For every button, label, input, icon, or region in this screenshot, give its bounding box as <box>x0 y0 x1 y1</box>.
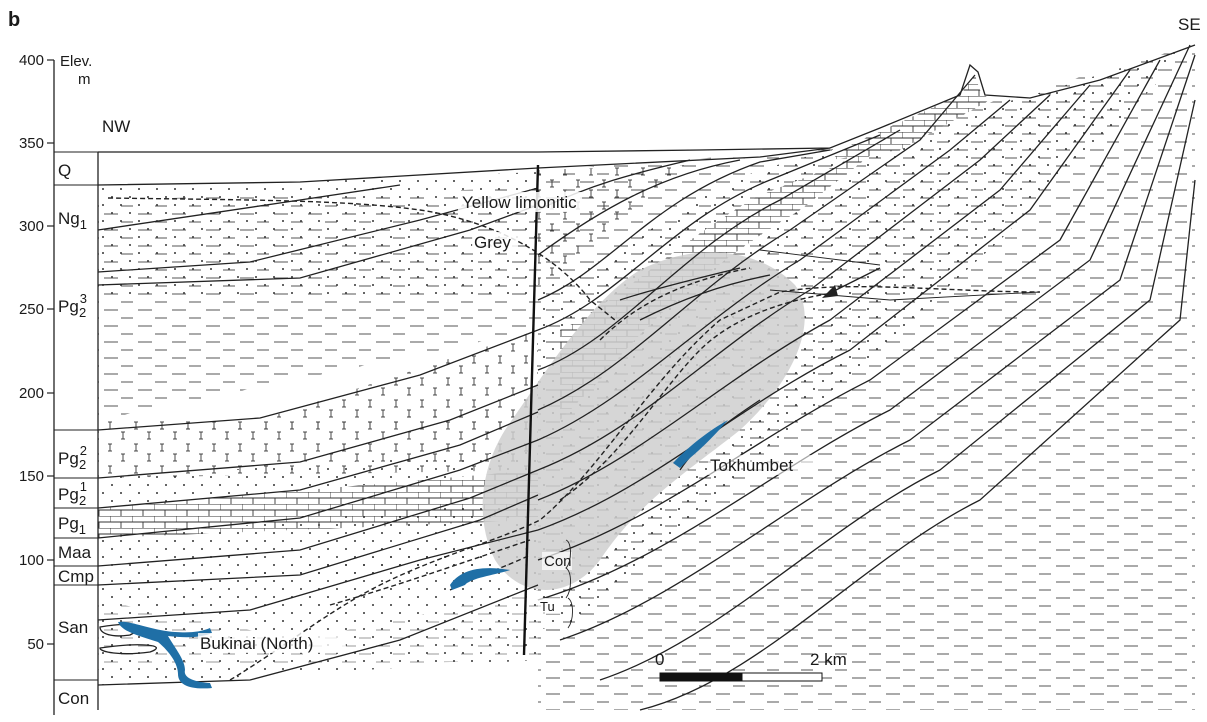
bedding-contacts <box>97 44 1196 711</box>
y-axis-labels: 400 350 300 250 200 150 100 50 <box>19 52 44 653</box>
strat-q: Q <box>58 161 71 180</box>
direction-se: SE <box>1178 15 1201 34</box>
strat-pg21: Pg1 2 <box>58 479 87 508</box>
strat-pg1: Pg1 <box>58 514 86 537</box>
tick-label: 50 <box>27 636 44 653</box>
tick-label: 250 <box>19 301 44 318</box>
strat-con: Con <box>58 689 89 708</box>
y-axis-ticks <box>47 59 54 645</box>
fault-line <box>522 164 540 656</box>
strat-san: San <box>58 618 88 637</box>
direction-nw: NW <box>102 117 130 136</box>
strat-pg22: Pg2 2 <box>58 443 87 472</box>
strat-maa: Maa <box>58 543 92 562</box>
tick-label: 200 <box>19 385 44 402</box>
flow-arrow <box>822 267 881 298</box>
axis-title-unit: m <box>78 71 91 88</box>
label-tu-bracket: Tu <box>540 599 555 614</box>
ore-body-bukinai <box>118 621 212 689</box>
strat-ng1: Ng1 <box>58 209 87 232</box>
label-bukinai: Bukinai (North) <box>200 634 313 653</box>
con-tu-brackets: Con Tu <box>538 539 573 629</box>
tick-label: 350 <box>19 135 44 152</box>
oxidation-halo <box>482 252 805 591</box>
tick-label: 400 <box>19 52 44 69</box>
tick-label: 100 <box>19 552 44 569</box>
panel-label: b <box>8 9 20 31</box>
label-tokhumbet: Tokhumbet <box>710 456 793 475</box>
scale-zero: 0 <box>655 650 664 669</box>
left-block-fills <box>98 152 538 685</box>
label-con-bracket: Con <box>544 553 572 570</box>
scale-end: 2 km <box>810 650 847 669</box>
tick-label: 150 <box>19 468 44 485</box>
ore-body-tokhumbet <box>673 420 728 468</box>
strat-cmp: Cmp <box>58 567 94 586</box>
ore-bodies <box>118 420 728 689</box>
ore-body-central <box>450 568 510 590</box>
label-yellow-limonitic: Yellow limonitic <box>462 193 577 212</box>
tick-label: 300 <box>19 218 44 235</box>
scale-bar: 0 2 km <box>655 650 847 682</box>
strat-pg23: Pg3 2 <box>58 291 87 320</box>
label-grey: Grey <box>474 233 511 252</box>
strat-labels: Q Ng1 Pg3 2 Pg2 2 Pg1 2 Pg1 Maa Cmp San Con <box>58 161 94 708</box>
axis-title-elev: Elev. <box>60 53 92 70</box>
strat-column <box>53 60 99 715</box>
